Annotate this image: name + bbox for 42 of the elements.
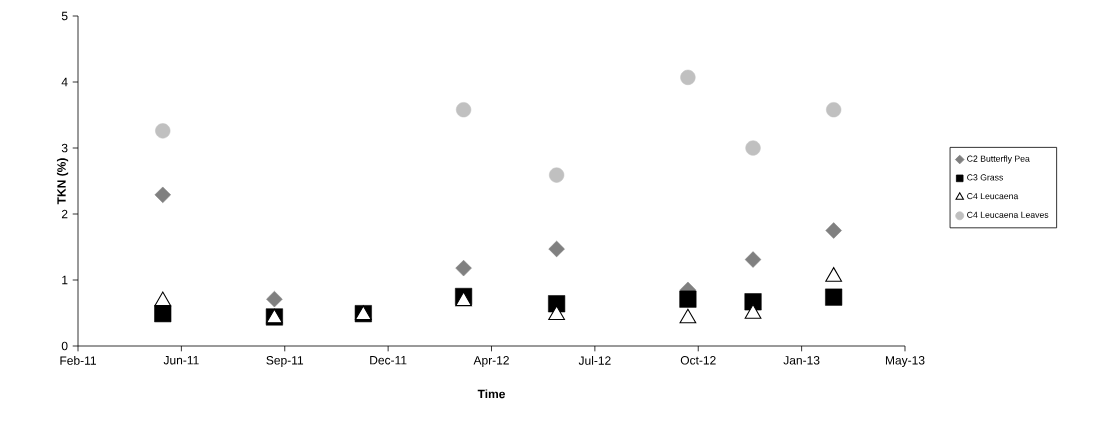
- y-tick-label: 2: [61, 209, 68, 219]
- point: [825, 222, 842, 239]
- point: [825, 288, 843, 306]
- point: [455, 259, 472, 277]
- point: [154, 291, 172, 307]
- point: [154, 305, 172, 323]
- point: [549, 167, 565, 183]
- point: [744, 304, 762, 319]
- legend-label: C3 Grass: [967, 174, 1003, 181]
- point: [745, 140, 761, 156]
- point: [455, 291, 472, 307]
- x-tick-label: Jul-12: [578, 356, 611, 365]
- y-tick-label: 3: [61, 143, 68, 153]
- x-tick-label: May-13: [885, 356, 925, 367]
- y-tick-label: 0: [61, 341, 68, 351]
- point: [826, 102, 842, 118]
- y-tick-label: 1: [62, 275, 68, 285]
- x-tick-label: Sep-11: [266, 356, 304, 367]
- point: [266, 290, 283, 308]
- y-tick-label: 5: [61, 11, 68, 21]
- x-tick-label: Jan-13: [783, 356, 820, 365]
- legend-label: C4 Leucaena: [967, 193, 1019, 200]
- x-axis-title: Time: [477, 389, 505, 399]
- point: [155, 123, 171, 139]
- legend-label: C4 Leucaena Leaves: [967, 211, 1049, 218]
- point: [680, 69, 696, 85]
- point: [154, 186, 171, 204]
- point: [455, 102, 472, 118]
- point: [548, 305, 566, 321]
- x-tick-label: Dec-11: [370, 356, 407, 365]
- point: [679, 308, 697, 324]
- x-tick-label: Oct-12: [680, 356, 716, 365]
- point: [679, 290, 697, 308]
- legend-label: C2 Butterfly Pea: [967, 155, 1030, 164]
- point: [548, 240, 565, 258]
- y-axis-title: TKN (%): [56, 158, 69, 205]
- x-tick-label: Jun-11: [163, 356, 199, 365]
- y-tick-label: 4: [61, 77, 68, 87]
- x-tick-label: Apr-12: [473, 356, 509, 367]
- point: [744, 251, 762, 268]
- point: [825, 267, 843, 282]
- x-tick-label: Feb-11: [60, 356, 96, 365]
